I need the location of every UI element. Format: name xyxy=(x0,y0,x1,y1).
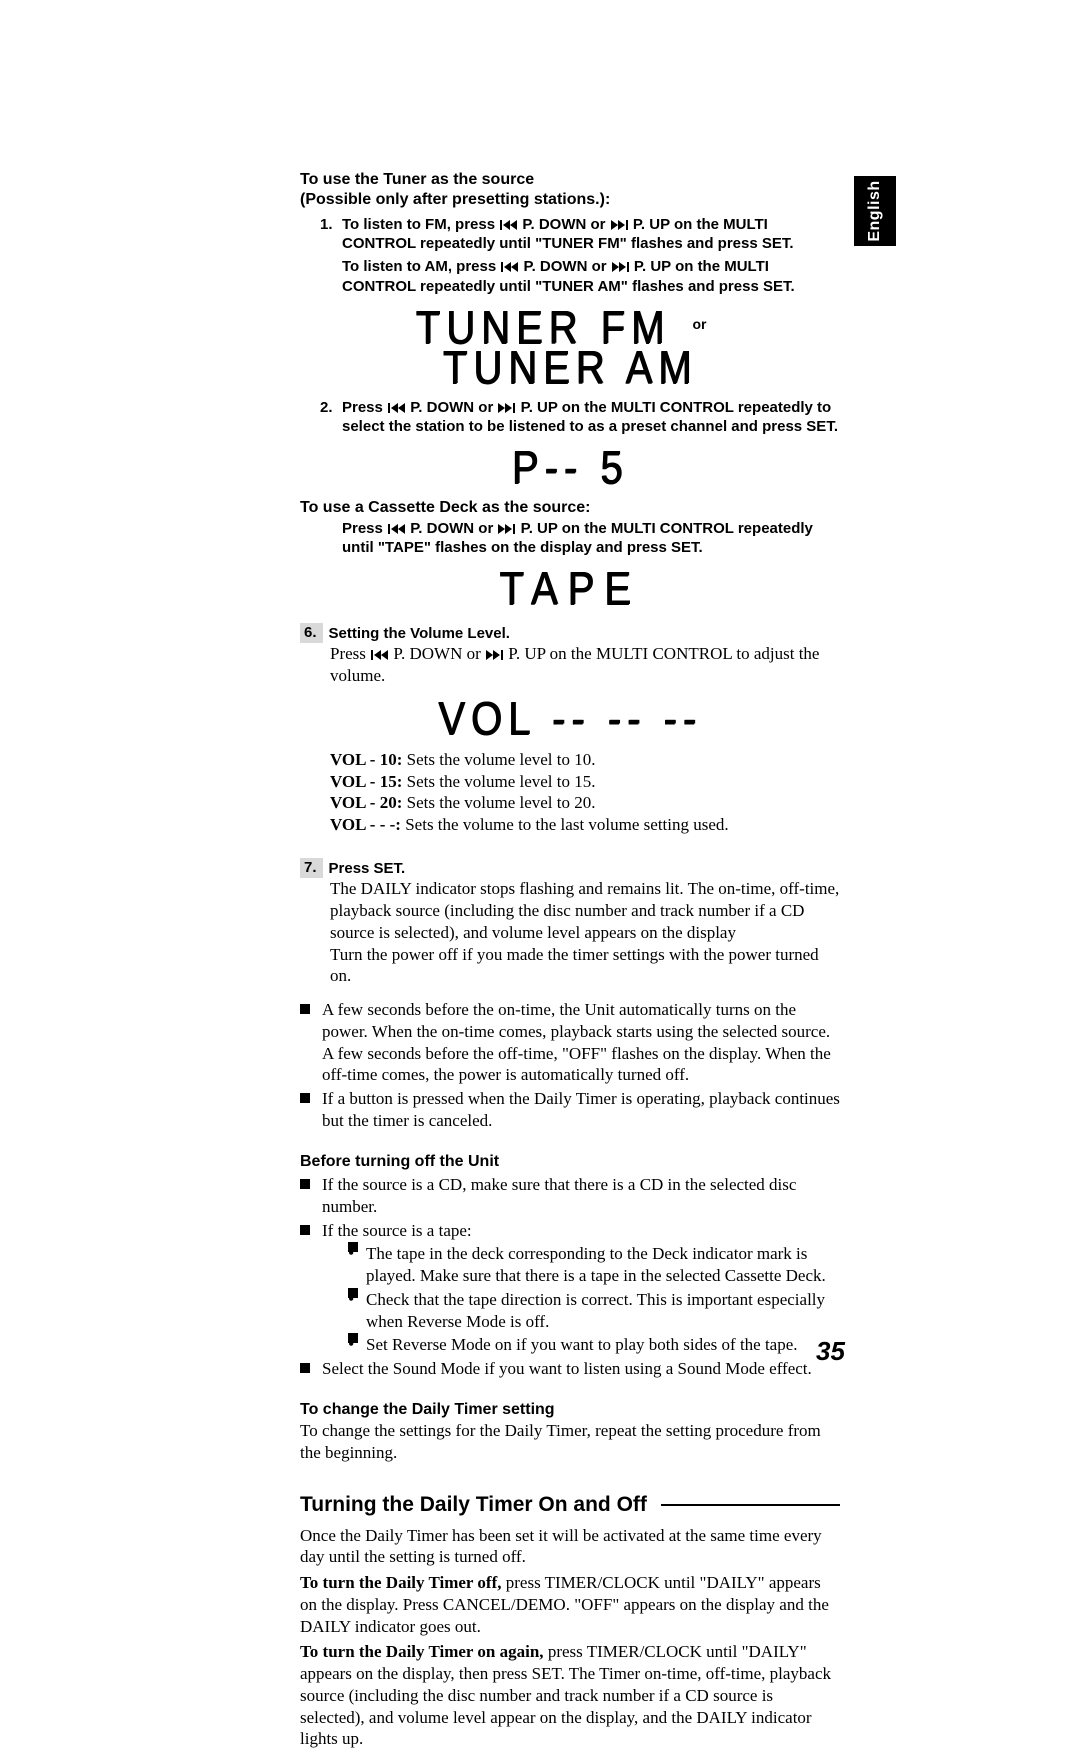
step-7-heading: 7. Press SET. xyxy=(300,858,840,879)
vol-row: VOL - 10: Sets the volume level to 10. xyxy=(330,749,840,771)
turning-p2: To turn the Daily Timer off, press TIMER… xyxy=(300,1572,840,1637)
heading-rule xyxy=(661,1504,840,1506)
seg-vol: VOL -- -- -- xyxy=(300,699,840,739)
step-6-heading: 6. Setting the Volume Level. xyxy=(300,623,840,644)
tuner-heading-2: (Possible only after presetting stations… xyxy=(300,190,840,210)
step-7-p1: The DAILY indicator stops flashing and r… xyxy=(300,878,840,943)
turning-p3: To turn the Daily Timer on again, press … xyxy=(300,1641,840,1750)
turning-p1: Once the Daily Timer has been set it wil… xyxy=(300,1525,840,1569)
list-item: A few seconds before the on-time, the Un… xyxy=(300,999,840,1086)
list-item: Check that the tape direction is correct… xyxy=(348,1289,840,1333)
prev-track-icon xyxy=(501,262,518,272)
list-item: If the source is a CD, make sure that th… xyxy=(300,1174,840,1218)
next-track-icon xyxy=(486,650,503,660)
seg-tape: TAPE xyxy=(300,569,840,609)
step-6-num: 6. xyxy=(300,623,323,644)
tuner-step-1-num: 1. xyxy=(320,215,333,234)
next-track-icon xyxy=(498,524,515,534)
seg-tuner-fm-am: TUNER FM or TUNER AM xyxy=(300,308,840,388)
step-7-bullets: A few seconds before the on-time, the Un… xyxy=(300,999,840,1132)
list-item: Set Reverse Mode on if you want to play … xyxy=(348,1334,840,1356)
step-6-body: Press P. DOWN or P. UP on the MULTI CONT… xyxy=(300,643,840,687)
tuner-step-1: 1. To listen to FM, press P. DOWN or P. … xyxy=(320,215,840,296)
vol-row: VOL - - -: Sets the volume to the last v… xyxy=(330,814,840,836)
tuner-heading-1: To use the Tuner as the source xyxy=(300,170,840,190)
page-number: 35 xyxy=(816,1335,845,1368)
before-off-sublist: The tape in the deck corresponding to th… xyxy=(322,1243,840,1356)
vol-table: VOL - 10: Sets the volume level to 10. V… xyxy=(300,749,840,836)
list-item: The tape in the deck corresponding to th… xyxy=(348,1243,840,1287)
vol-row: VOL - 20: Sets the volume level to 20. xyxy=(330,792,840,814)
next-track-icon xyxy=(498,403,515,413)
before-off-heading: Before turning off the Unit xyxy=(300,1152,840,1172)
page-content: To use the Tuner as the source (Possible… xyxy=(300,170,840,1750)
vol-row: VOL - 15: Sets the volume level to 15. xyxy=(330,771,840,793)
step-7-p2: Turn the power off if you made the timer… xyxy=(300,944,840,988)
step-7-num: 7. xyxy=(300,858,323,879)
prev-track-icon xyxy=(388,524,405,534)
change-daily-body: To change the settings for the Daily Tim… xyxy=(300,1420,840,1464)
language-tab-label: English xyxy=(865,180,885,241)
cassette-heading: To use a Cassette Deck as the source: xyxy=(300,498,840,518)
list-item: Select the Sound Mode if you want to lis… xyxy=(300,1358,840,1380)
before-off-list: If the source is a CD, make sure that th… xyxy=(300,1174,840,1380)
cassette-body: Press P. DOWN or P. UP on the MULTI CONT… xyxy=(300,519,840,557)
prev-track-icon xyxy=(500,220,517,230)
prev-track-icon xyxy=(388,403,405,413)
prev-track-icon xyxy=(371,650,388,660)
change-daily-heading: To change the Daily Timer setting xyxy=(300,1400,840,1420)
next-track-icon xyxy=(612,262,629,272)
next-track-icon xyxy=(611,220,628,230)
list-item: If a button is pressed when the Daily Ti… xyxy=(300,1088,840,1132)
tuner-step-2-num: 2. xyxy=(320,398,333,417)
language-tab: English xyxy=(854,176,896,246)
seg-preset: P-- 5 xyxy=(300,448,840,488)
list-item: If the source is a tape: The tape in the… xyxy=(300,1220,840,1357)
turning-heading: Turning the Daily Timer On and Off xyxy=(300,1492,840,1519)
tuner-step-2: 2. Press P. DOWN or P. UP on the MULTI C… xyxy=(320,398,840,436)
